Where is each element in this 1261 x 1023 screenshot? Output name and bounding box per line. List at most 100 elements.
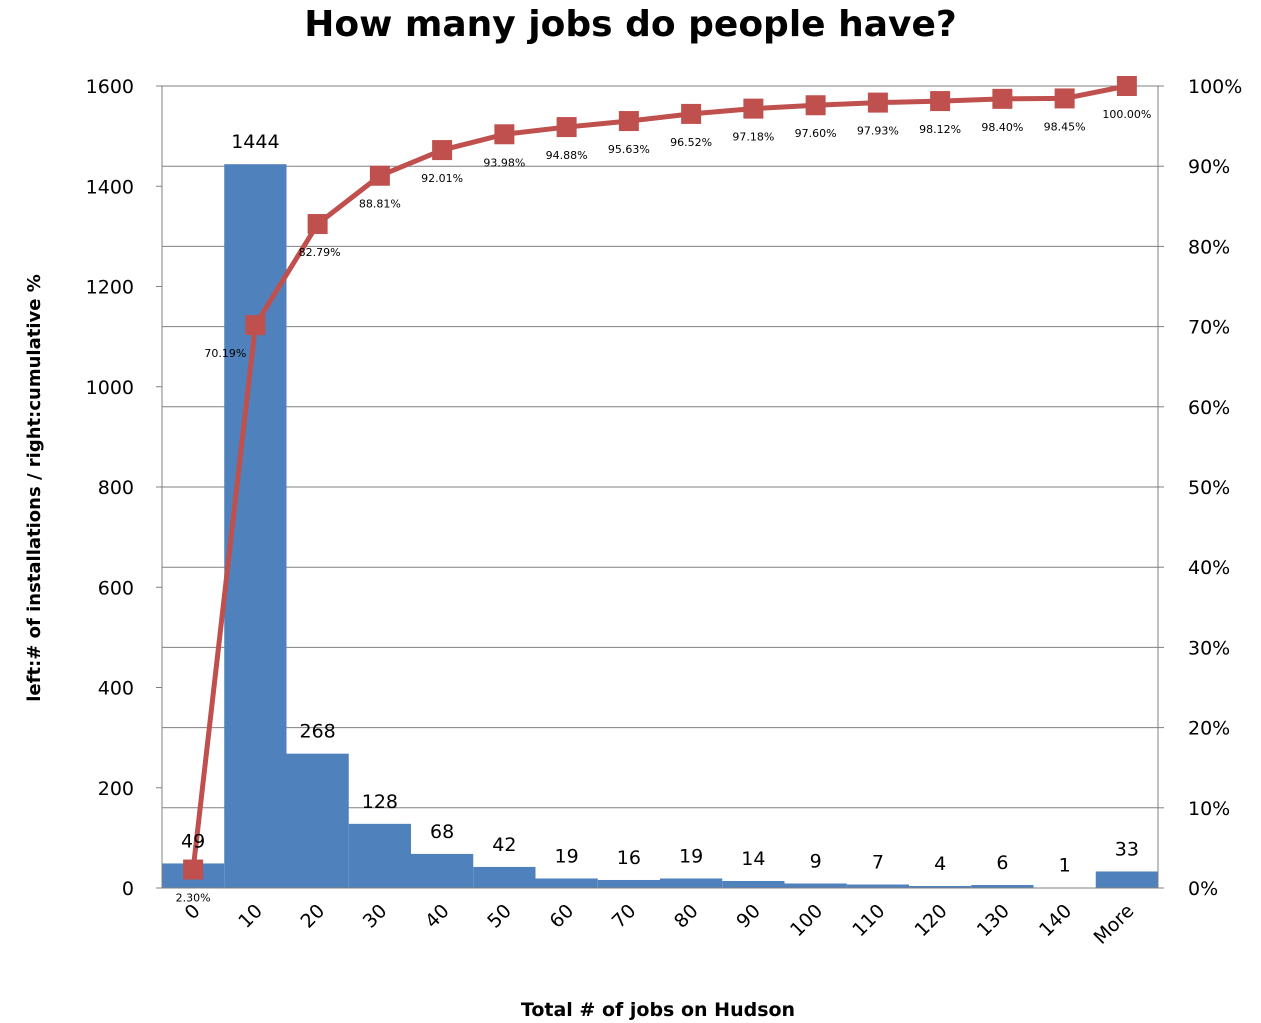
cumulative-percent-label: 94.88%	[546, 149, 588, 162]
cumulative-marker-120	[930, 91, 951, 112]
right-tick-label: 40%	[1188, 557, 1230, 579]
gridlines	[162, 85, 1158, 809]
right-tick-label: 10%	[1188, 798, 1230, 820]
cumulative-percent-label: 97.93%	[857, 125, 899, 138]
cumulative-marker-70	[618, 111, 639, 132]
bar-60	[535, 878, 598, 888]
data-labels: 49 1444 268 128 68 42 19 16 19 14 9 7 4 6 1 33 2.30% 70.1…	[176, 108, 1152, 905]
x-tick-label: 130	[973, 900, 1014, 941]
cumulative-percent-label: 96.52%	[670, 136, 712, 149]
cumulative-marker-90	[743, 98, 764, 119]
x-tick-label: 110	[848, 900, 889, 941]
bar-value-label: 1444	[231, 131, 279, 153]
x-tick-label: 100	[786, 900, 827, 941]
bar-80	[660, 878, 723, 888]
right-tick-label: 70%	[1188, 317, 1230, 339]
bar-value-label: 14	[741, 848, 765, 870]
cumulative-marker-60	[556, 117, 577, 138]
bar-More	[1095, 871, 1158, 888]
histogram-bars	[162, 164, 1158, 888]
right-tick-label: 50%	[1188, 477, 1230, 499]
bar-40	[411, 853, 474, 888]
cumulative-percent-label: 98.40%	[981, 121, 1023, 134]
left-tick-label: 200	[98, 778, 134, 800]
y-axis-title: left:# of installations / right:cumulati…	[24, 274, 45, 701]
left-tick-label: 1000	[86, 377, 134, 399]
cumulative-percent-label: 93.98%	[483, 156, 525, 169]
bar-30	[348, 823, 411, 888]
bar-value-label: 49	[181, 830, 205, 852]
cumulative-marker-More	[1116, 76, 1137, 96]
cumulative-marker-20	[307, 214, 328, 235]
bar-value-label: 42	[492, 834, 516, 856]
x-tick-label: 60	[546, 900, 579, 933]
bar-value-label: 7	[872, 851, 884, 873]
cumulative-marker-140	[1054, 88, 1075, 109]
bar-120	[909, 885, 972, 888]
x-tick-label: 70	[608, 900, 641, 933]
x-axis-title: Total # of jobs on Hudson	[521, 999, 795, 1021]
cumulative-marker-0	[183, 859, 204, 880]
cumulative-percent-label: 98.45%	[1044, 120, 1086, 133]
cumulative-marker-130	[992, 88, 1013, 109]
x-tick-label: 140	[1035, 900, 1076, 941]
right-tick-label: 30%	[1188, 637, 1230, 659]
x-tick-label: More	[1090, 900, 1139, 949]
left-tick-label: 1200	[86, 277, 134, 299]
bar-20	[286, 753, 349, 888]
bar-value-label: 128	[362, 791, 398, 813]
bar-70	[597, 879, 660, 888]
x-tick-label: 20	[297, 900, 330, 933]
bar-90	[722, 880, 785, 888]
x-tick-label: 120	[910, 900, 951, 941]
cumulative-marker-50	[494, 124, 515, 145]
cumulative-percent-label: 92.01%	[421, 172, 463, 185]
bar-value-label: 4	[934, 853, 946, 875]
cumulative-percent-label: 82.79%	[299, 246, 341, 259]
cumulative-percent-label: 100.00%	[1102, 108, 1151, 121]
plot-axes	[156, 85, 1164, 889]
left-tick-label: 600	[98, 577, 134, 599]
left-tick-label: 1400	[86, 176, 134, 198]
cumulative-marker-30	[369, 165, 390, 186]
bar-100	[784, 883, 847, 888]
cumulative-marker-100	[805, 95, 826, 116]
bar-value-label: 9	[810, 850, 822, 872]
right-tick-label: 100%	[1188, 76, 1242, 98]
x-tick-label: 80	[670, 900, 703, 933]
left-tick-label: 400	[98, 678, 134, 700]
right-tick-label: 90%	[1188, 156, 1230, 178]
right-tick-label: 60%	[1188, 397, 1230, 419]
x-tick-label: 10	[234, 900, 267, 933]
chart-title: How many jobs do people have?	[304, 4, 957, 45]
cumulative-line-path	[190, 83, 1128, 870]
cumulative-marker-80	[681, 103, 702, 124]
cumulative-percent-label: 2.30%	[176, 892, 211, 905]
x-tick-label: 90	[732, 900, 765, 933]
cumulative-percent-label: 97.18%	[732, 131, 774, 144]
left-tick-label: 800	[98, 477, 134, 499]
x-tick-label: 30	[359, 900, 392, 933]
cumulative-marker-110	[867, 92, 888, 113]
bar-110	[846, 884, 909, 888]
bar-value-label: 6	[996, 852, 1008, 874]
cumulative-marker-10	[245, 315, 266, 336]
bar-value-label: 19	[555, 845, 579, 867]
bar-130	[971, 884, 1034, 888]
bar-value-label: 19	[679, 845, 703, 867]
left-tick-label: 0	[122, 878, 134, 900]
bar-value-label: 268	[299, 721, 335, 743]
x-tick-label: 40	[421, 900, 454, 933]
cumulative-percent-label: 98.12%	[919, 123, 961, 136]
bar-value-label: 33	[1115, 838, 1139, 860]
cumulative-marker-40	[432, 140, 453, 161]
x-tick-label: 50	[483, 900, 516, 933]
bar-value-label: 68	[430, 821, 454, 843]
cumulative-percent-label: 88.81%	[359, 198, 401, 211]
cumulative-percent-label: 70.19%	[204, 347, 246, 360]
cumulative-percent-label: 97.60%	[795, 127, 837, 140]
cumulative-line	[183, 76, 1137, 880]
bar-50	[473, 866, 536, 888]
cumulative-percent-label: 95.63%	[608, 143, 650, 156]
